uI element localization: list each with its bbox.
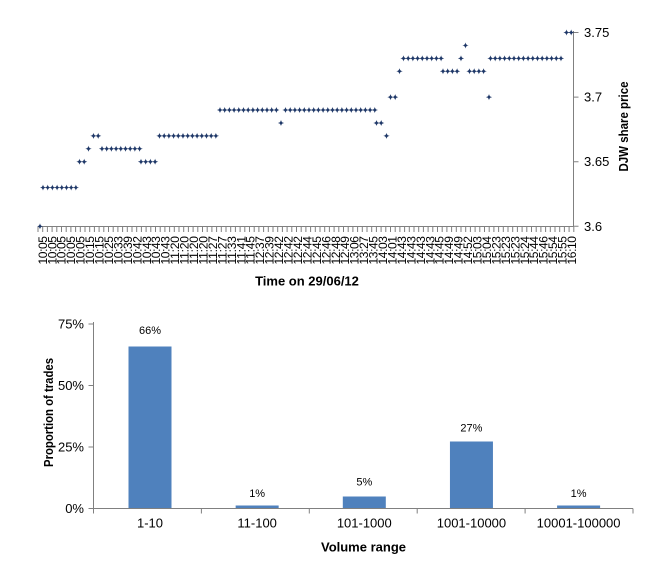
svg-text:10001-100000: 10001-100000 (537, 516, 621, 531)
svg-text:10:43: 10:43 (149, 236, 163, 265)
svg-text:14:43: 14:43 (423, 236, 437, 265)
svg-text:50%: 50% (58, 378, 84, 393)
svg-text:0%: 0% (65, 501, 84, 516)
svg-text:15:44: 15:44 (527, 236, 541, 265)
svg-text:15:55: 15:55 (556, 236, 570, 265)
svg-text:Time on 29/06/12: Time on 29/06/12 (255, 274, 359, 289)
svg-text:3.75: 3.75 (584, 25, 609, 40)
svg-text:15:04: 15:04 (480, 236, 494, 265)
svg-text:Proportion of trades: Proportion of trades (41, 358, 56, 467)
svg-text:15:03: 15:03 (471, 236, 485, 265)
svg-text:11:45: 11:45 (244, 236, 258, 265)
svg-text:66%: 66% (139, 325, 161, 337)
svg-text:12:42: 12:42 (291, 236, 305, 265)
svg-text:3.7: 3.7 (584, 90, 602, 105)
svg-text:14:49: 14:49 (452, 236, 466, 265)
svg-text:12:45: 12:45 (310, 236, 324, 265)
svg-text:12:49: 12:49 (338, 236, 352, 265)
svg-text:12:42: 12:42 (272, 236, 286, 265)
svg-text:10:25: 10:25 (102, 236, 116, 265)
svg-text:25%: 25% (58, 440, 84, 455)
svg-text:10:43: 10:43 (159, 236, 173, 265)
svg-text:11:20: 11:20 (196, 236, 210, 265)
svg-text:14:43: 14:43 (395, 236, 409, 265)
svg-text:15:46: 15:46 (537, 236, 551, 265)
svg-text:10:15: 10:15 (93, 236, 107, 265)
svg-text:14:49: 14:49 (442, 236, 456, 265)
svg-text:15:23: 15:23 (508, 236, 522, 265)
svg-text:10:05: 10:05 (74, 236, 88, 265)
svg-text:14:43: 14:43 (414, 236, 428, 265)
svg-text:1%: 1% (249, 488, 265, 500)
svg-text:10:43: 10:43 (140, 236, 154, 265)
svg-text:11:20: 11:20 (187, 236, 201, 265)
svg-text:13:45: 13:45 (367, 236, 381, 265)
svg-text:DJW share price: DJW share price (616, 82, 631, 172)
svg-text:5%: 5% (356, 477, 372, 489)
svg-text:16:10: 16:10 (565, 236, 579, 265)
svg-text:27%: 27% (460, 423, 482, 435)
svg-text:14:52: 14:52 (461, 236, 475, 265)
svg-text:15:24: 15:24 (518, 236, 532, 265)
svg-text:10:33: 10:33 (111, 236, 125, 265)
svg-text:13:27: 13:27 (357, 236, 371, 265)
svg-text:12:46: 12:46 (319, 236, 333, 265)
svg-text:10:39: 10:39 (121, 236, 135, 265)
svg-text:1-10: 1-10 (137, 516, 163, 531)
svg-text:14:01: 14:01 (385, 236, 399, 265)
svg-text:14:43: 14:43 (404, 236, 418, 265)
svg-text:15:54: 15:54 (546, 236, 560, 265)
svg-text:1001-10000: 1001-10000 (437, 516, 506, 531)
svg-text:15:23: 15:23 (499, 236, 513, 265)
svg-text:3.65: 3.65 (584, 154, 609, 169)
svg-text:101-1000: 101-1000 (337, 516, 392, 531)
svg-text:10:05: 10:05 (45, 236, 59, 265)
svg-text:10:42: 10:42 (130, 236, 144, 265)
svg-text:75%: 75% (58, 317, 84, 332)
svg-text:14:45: 14:45 (433, 236, 447, 265)
svg-text:3.6: 3.6 (584, 219, 602, 234)
svg-text:14:03: 14:03 (376, 236, 390, 265)
svg-text:10:05: 10:05 (55, 236, 69, 265)
svg-text:12:37: 12:37 (253, 236, 267, 265)
svg-text:11:33: 11:33 (225, 236, 239, 265)
svg-text:11:27: 11:27 (206, 236, 220, 265)
svg-text:11:20: 11:20 (168, 236, 182, 265)
svg-text:12:42: 12:42 (282, 236, 296, 265)
svg-text:1%: 1% (571, 488, 587, 500)
svg-text:15:23: 15:23 (489, 236, 503, 265)
svg-text:11:41: 11:41 (234, 236, 248, 265)
svg-text:10:15: 10:15 (83, 236, 97, 265)
svg-text:10:05: 10:05 (64, 236, 78, 265)
svg-text:Volume range: Volume range (321, 540, 406, 555)
svg-text:10:05: 10:05 (36, 236, 50, 265)
svg-text:12:44: 12:44 (300, 236, 314, 265)
svg-text:11:20: 11:20 (178, 236, 192, 265)
svg-text:12:48: 12:48 (329, 236, 343, 265)
svg-text:13:06: 13:06 (348, 236, 362, 265)
svg-text:12:39: 12:39 (263, 236, 277, 265)
svg-text:11:27: 11:27 (215, 236, 229, 265)
svg-text:11-100: 11-100 (237, 516, 277, 531)
